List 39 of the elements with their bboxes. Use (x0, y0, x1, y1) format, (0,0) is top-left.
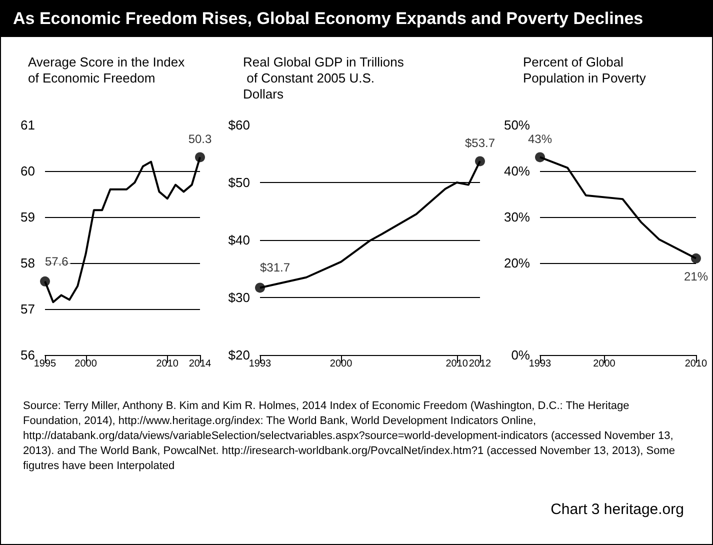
x-tick-label: 2012 (468, 358, 492, 370)
y-tick-label: 58 (20, 256, 35, 270)
x-tick-label: 2010 (446, 358, 468, 370)
annotation: 57.6 (45, 254, 69, 268)
y-tick-label: 60 (20, 164, 35, 178)
x-tick-label: 1993 (248, 358, 272, 370)
x-tick-label: 2000 (74, 358, 98, 370)
caption: Chart 3 heritage.org (550, 501, 684, 518)
y-tick-label: 20% (504, 256, 530, 270)
x-tick-label: 2010 (684, 358, 708, 370)
x-tick-label: 2014 (188, 358, 212, 370)
y-tick-label: 56 (20, 348, 35, 362)
y-tick-label: 61 (20, 118, 35, 132)
annotation: 21% (684, 269, 708, 284)
x-tick-label: 2000 (330, 358, 353, 370)
y-tick-label: 50% (504, 118, 530, 132)
y-tick-label: $40 (228, 232, 250, 248)
y-tick-label: 40% (504, 164, 530, 178)
x-tick-label: 1995 (34, 358, 57, 370)
y-axis-title: Real Global GDP in Trillions of Constant 2005 U.S. Dollars (243, 54, 404, 102)
y-tick-label: $20 (228, 348, 250, 362)
y-tick-label: 30% (504, 210, 530, 224)
y-tick-label: 59 (20, 210, 35, 224)
x-tick-label: 2000 (593, 358, 616, 370)
annotation: $53.7 (464, 136, 496, 150)
x-tick-label: 1993 (528, 358, 552, 370)
y-tick-label: $50 (228, 175, 250, 190)
y-tick-label: 57 (20, 302, 35, 316)
y-axis-title: Average Score in the Index of Economic Freedom (28, 54, 188, 86)
y-tick-label: $60 (228, 118, 250, 132)
y-axis-title: Percent of Global Population in Poverty (523, 54, 646, 86)
text: As Economic Freedom Rises, Global Economy Expands and Poverty Declines (1, 1, 712, 37)
annotation: $31.7 (260, 260, 290, 275)
y-tick-label: 0% (511, 348, 530, 362)
source-note: Source: Terry Miller, Anthony B. Kim and Kim R. Holmes, 2014 Index of Economic Freedom (Washington, D.C.: The Heritage Foundation, 2014), http://www.heritage.org/index: The World Bank, World Development Indicators Online, http://databank.org/data/views/variableSelection/selectvariables.aspx?source=world-development-indicators (accessed November 13, 2013). and The World Bank, PowcalNet. http://iresearch-worldbank.org/PovcalNet/index.htm?1 (accessed November 13, 2013), Some figutres have been Interpolated (23, 399, 676, 474)
annotation: 43% (528, 132, 552, 146)
y-tick-label: $30 (228, 290, 250, 305)
x-tick-label: 2010 (156, 358, 179, 370)
annotation: 50.3 (188, 132, 212, 146)
